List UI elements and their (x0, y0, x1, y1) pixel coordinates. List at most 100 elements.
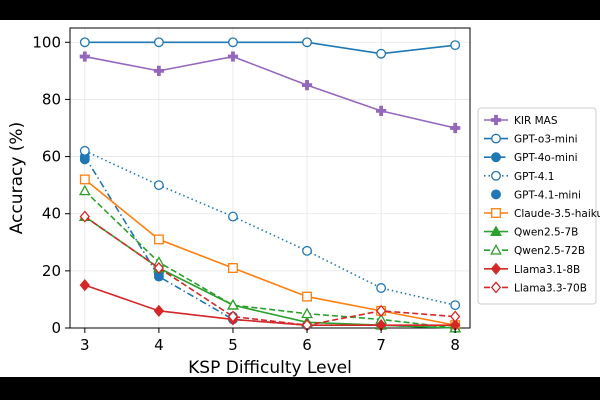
legend-item-qwen2-5-7b: Qwen2.5-7B (484, 225, 578, 239)
data-point (301, 80, 313, 91)
series-llama3-1-8b (79, 279, 461, 332)
series-kir-mas (79, 51, 461, 134)
x-axis-label: KSP Difficulty Level (188, 358, 352, 378)
data-point (228, 37, 238, 48)
series-line (84, 190, 456, 329)
data-point (227, 51, 239, 62)
legend-marker (490, 281, 502, 294)
series-line (84, 178, 456, 326)
y-tick-label: 60 (42, 148, 61, 166)
data-point (79, 145, 90, 156)
legend-item-llama3-3-70b: Llama3.3-70B (484, 281, 587, 294)
series-line (84, 284, 456, 326)
legend-item-gpt-4o-mini: GPT-4o-mini (484, 152, 578, 164)
legend-label: KIR MAS (514, 115, 558, 127)
data-point (153, 37, 164, 48)
legend-marker (491, 152, 501, 163)
legend: KIR MAS GPT-o3-mini GPT-4o-mini GPT-4.1 GPT-… (477, 107, 600, 305)
legend-item-claude-3-5-haiku: Claude-3.5-haiku (484, 208, 600, 220)
legend-label: Llama3.3-70B (514, 282, 587, 294)
x-tick-label: 6 (302, 336, 312, 354)
data-point (450, 40, 461, 51)
series-line (84, 150, 456, 306)
data-point (79, 37, 90, 48)
data-point (301, 307, 313, 319)
legend-label: GPT-o3-mini (514, 134, 578, 146)
y-tick-label: 80 (42, 90, 61, 108)
data-point (376, 48, 387, 59)
legend-marker (490, 225, 502, 237)
legend-label: Claude-3.5-haiku (514, 208, 600, 220)
legend-marker (491, 189, 501, 200)
series-qwen2-5-72b (78, 184, 462, 333)
data-point (228, 263, 238, 273)
data-point (302, 291, 312, 302)
legend-marker (491, 208, 501, 218)
series-gpt-o3-mini (79, 37, 461, 59)
series-layer (78, 37, 462, 333)
x-tick-label: 4 (154, 336, 164, 354)
legend-label: GPT-4o-mini (514, 152, 578, 164)
series-line (84, 41, 456, 55)
data-point (153, 261, 165, 275)
data-point (376, 105, 387, 116)
x-tick-label: 7 (376, 336, 386, 354)
y-tick-label: 20 (42, 262, 61, 280)
series-qwen2-5-7b (78, 210, 462, 333)
y-tick-label: 0 (51, 319, 61, 337)
series-line (84, 55, 456, 129)
x-tick-label: 3 (80, 336, 90, 354)
data-point (228, 211, 238, 222)
legend-marker (490, 262, 502, 275)
data-point (79, 279, 90, 292)
bottom-black-band (0, 377, 600, 400)
data-point (227, 299, 239, 310)
legend-marker (490, 114, 502, 126)
legend-marker (490, 244, 502, 255)
data-point (79, 154, 90, 165)
data-point (302, 245, 312, 256)
x-tick-label: 8 (450, 336, 460, 354)
legend-label: GPT-4.1-mini (514, 189, 581, 201)
y-tick-label: 40 (42, 205, 61, 223)
legend-marker (491, 133, 501, 144)
y-tick-label: 100 (32, 33, 61, 51)
data-point (450, 300, 461, 311)
series-gpt-4-1-mini (79, 154, 461, 333)
legend-item-gpt-4-1-mini: GPT-4.1-mini (491, 189, 581, 201)
top-black-band (0, 0, 600, 20)
legend-item-kir-mas: KIR MAS (484, 114, 558, 127)
data-point (153, 234, 164, 245)
data-point (450, 122, 461, 134)
legend-marker (491, 170, 501, 181)
legend-label: Qwen2.5-72B (514, 245, 585, 257)
legend-item-gpt-o3-mini: GPT-o3-mini (484, 134, 578, 146)
data-point (78, 184, 91, 196)
legend-item-qwen2-5-72b: Qwen2.5-72B (484, 244, 585, 257)
plot-frame (69, 27, 471, 329)
data-point (227, 310, 239, 323)
legend-item-llama3-1-8b: Llama3.1-8B (484, 262, 580, 276)
data-point (450, 310, 461, 323)
data-point (375, 304, 387, 317)
legend-box (477, 107, 597, 305)
x-tick-label: 5 (228, 336, 238, 354)
legend-label: Llama3.1-8B (514, 264, 580, 276)
legend-label: GPT-4.1 (514, 171, 554, 183)
data-point (153, 180, 164, 191)
data-point (79, 174, 90, 185)
data-point (79, 210, 90, 223)
data-point (376, 283, 387, 293)
data-point (79, 51, 90, 62)
data-point (302, 37, 312, 48)
series-line (84, 215, 456, 326)
data-point (153, 304, 165, 317)
y-axis-label: Accuracy (%) (7, 122, 27, 234)
series-gpt-4-1 (79, 145, 461, 311)
legend-label: Qwen2.5-7B (514, 227, 578, 239)
legend-item-gpt-4-1: GPT-4.1 (484, 171, 554, 183)
series-llama3-3-70b (79, 210, 461, 332)
data-point (153, 65, 164, 76)
